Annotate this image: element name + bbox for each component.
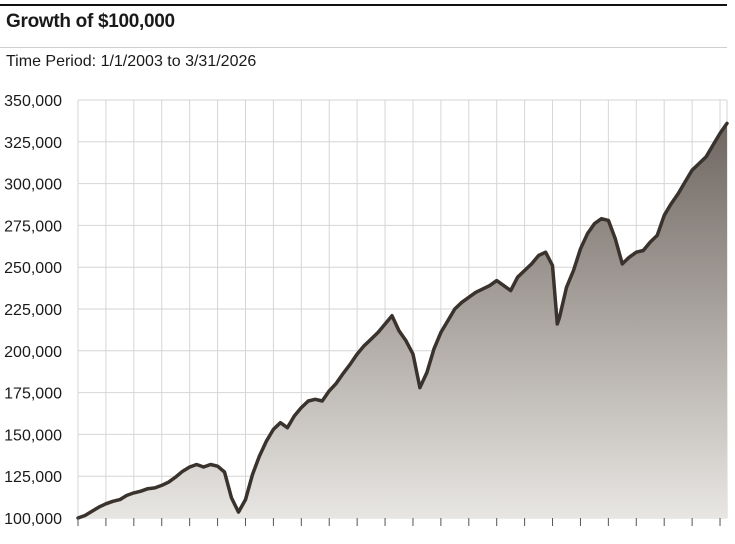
y-tick-label: 200,000 (4, 344, 62, 361)
title-divider (0, 47, 727, 48)
growth-line (76, 121, 729, 520)
chart-title: Growth of $100,000 (6, 11, 175, 32)
title-top-rule (0, 4, 727, 6)
y-tick-label: 350,000 (4, 93, 62, 110)
time-period-range: 1/1/2003 to 3/31/2026 (100, 53, 257, 70)
y-tick-label: 275,000 (4, 218, 62, 235)
x-axis-ticks (77, 518, 721, 526)
y-tick-label: 150,000 (4, 427, 62, 444)
y-tick-label: 125,000 (4, 469, 62, 486)
y-axis-tick-labels: 100,000 125,000 150,000 175,000 200,000 225,0… (4, 93, 62, 528)
y-tick-label: 325,000 (4, 135, 62, 152)
y-tick-label: 175,000 (4, 386, 62, 403)
growth-area-fill (78, 123, 727, 519)
y-tick-label: 225,000 (4, 302, 62, 319)
time-period-subtitle: Time Period: 1/1/2003 to 3/31/2026 (6, 53, 256, 71)
time-period-label: Time Period: (6, 53, 97, 70)
y-tick-label: 250,000 (4, 260, 62, 277)
y-tick-label: 300,000 (4, 177, 62, 194)
y-tick-label: 100,000 (4, 511, 62, 528)
